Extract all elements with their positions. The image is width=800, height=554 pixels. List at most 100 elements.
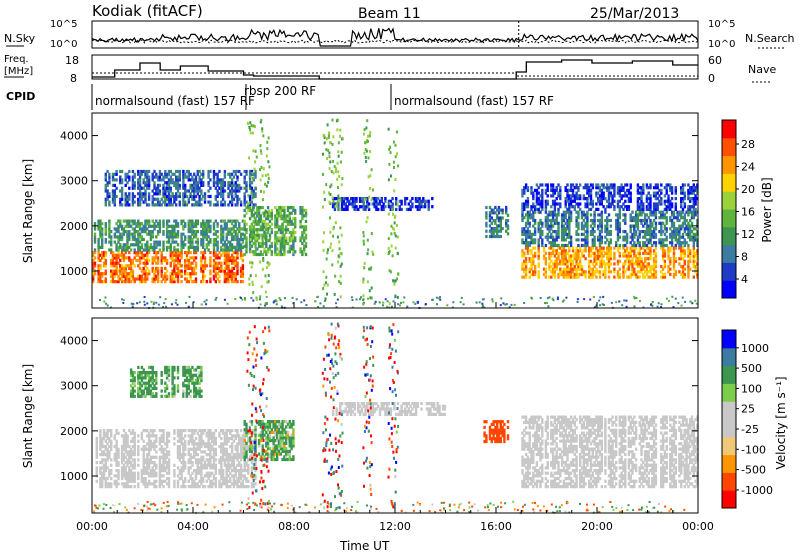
heatmap-cell: [131, 258, 135, 263]
streak-cell: [265, 210, 268, 214]
heatmap-cell: [544, 202, 548, 206]
heatmap-cell: [256, 211, 259, 215]
heatmap-cell: [609, 186, 612, 190]
heatmap-cell: [144, 192, 147, 196]
heatmap-cell: [681, 275, 685, 279]
streak-cell: [388, 147, 391, 151]
streak-cell: [261, 127, 264, 131]
heatmap-cell: [108, 474, 111, 478]
heatmap-cell: [207, 200, 210, 204]
streak-cell: [396, 251, 399, 255]
heatmap-cell: [133, 251, 136, 255]
heatmap-cell: [223, 277, 227, 281]
heatmap-cell: [133, 264, 136, 268]
heatmap-cell: [115, 442, 118, 446]
heatmap-cell: [689, 199, 692, 203]
streak-cell: [363, 132, 365, 136]
heatmap-cell: [506, 227, 510, 231]
heatmap-cell: [638, 202, 641, 206]
heatmap-cell: [162, 192, 165, 196]
streak-cell: [389, 145, 392, 149]
streak-cell: [339, 134, 341, 138]
heatmap-cell: [236, 178, 239, 182]
streak-cell: [394, 143, 397, 147]
heatmap-cell: [654, 191, 658, 195]
heatmap-cell: [167, 183, 171, 187]
heatmap-cell: [223, 227, 227, 231]
heatmap-cell: [591, 241, 594, 245]
heatmap-cell: [236, 261, 239, 265]
heatmap-cell: [133, 183, 136, 187]
heatmap-cell: [92, 272, 95, 276]
heatmap-cell: [600, 218, 603, 223]
heatmap-cell: [665, 221, 668, 225]
heatmap-cell: [252, 203, 255, 207]
heatmap-cell: [250, 228, 254, 232]
heatmap-cell: [692, 213, 695, 217]
heatmap-cell: [111, 192, 115, 196]
scatter-cell: [402, 301, 405, 304]
heatmap-cell: [120, 277, 124, 281]
heatmap-cell: [147, 251, 151, 255]
heatmap-cell: [140, 227, 144, 231]
heatmap-cell: [122, 245, 126, 249]
scatter-cell: [292, 302, 295, 305]
heatmap-cell: [223, 219, 227, 223]
heatmap-cell: [638, 213, 641, 217]
heatmap-cell: [649, 224, 652, 228]
heatmap-cell: [674, 205, 677, 209]
heatmap-cell: [162, 183, 165, 187]
heatmap-cell: [551, 241, 555, 245]
scatter-cell: [665, 297, 668, 300]
heatmap-cell: [220, 269, 223, 273]
streak-cell: [339, 207, 342, 211]
freq-traces: [92, 59, 698, 80]
heatmap-cell: [146, 181, 149, 185]
scatter-cell: [187, 305, 190, 308]
streak-cell: [362, 302, 365, 306]
heatmap-cell: [680, 241, 683, 245]
heatmap-cell: [568, 197, 571, 201]
heatmap-cell: [176, 251, 180, 255]
heatmap-cell: [288, 247, 291, 251]
heatmap-cell: [205, 227, 208, 231]
heatmap-cell: [113, 178, 116, 182]
heatmap-cell: [640, 191, 643, 195]
streak-cell: [364, 148, 367, 151]
heatmap-cell: [202, 237, 205, 242]
heatmap-cell: [573, 257, 576, 261]
heatmap-cell: [591, 205, 594, 209]
streak-cell: [264, 228, 267, 232]
heatmap-cell: [191, 175, 194, 179]
station-title: Kodiak (fitACF): [92, 2, 203, 20]
heatmap-cell: [279, 208, 282, 212]
freq-label-1: Freq.: [4, 54, 29, 65]
heatmap-cell: [555, 249, 558, 253]
heatmap-cell: [548, 235, 551, 239]
heatmap-cell: [676, 241, 679, 245]
heatmap-cell: [232, 251, 236, 255]
heatmap-cell: [597, 199, 600, 203]
heatmap-cell: [180, 272, 183, 276]
heatmap-cell: [164, 172, 167, 176]
heatmap-cell: [631, 246, 634, 250]
heatmap-cell: [616, 205, 620, 209]
heatmap-cell: [551, 183, 555, 187]
heatmap-cell: [631, 267, 634, 271]
heatmap-cell: [115, 266, 118, 270]
heatmap-cell: [270, 208, 273, 212]
heatmap-cell: [660, 216, 663, 220]
heatmap-cell: [683, 221, 686, 225]
heatmap-cell: [588, 275, 591, 279]
heatmap-cell: [120, 447, 124, 451]
heatmap-cell: [229, 181, 232, 185]
heatmap-cell: [126, 445, 129, 449]
heatmap-cell: [613, 194, 616, 198]
heatmap-cell: [232, 230, 236, 234]
heatmap-cell: [129, 243, 133, 247]
heatmap-cell: [101, 245, 104, 249]
heatmap-cell: [678, 232, 681, 236]
heatmap-cell: [252, 236, 255, 240]
heatmap-cell: [146, 274, 149, 278]
streak-cell: [391, 254, 394, 258]
